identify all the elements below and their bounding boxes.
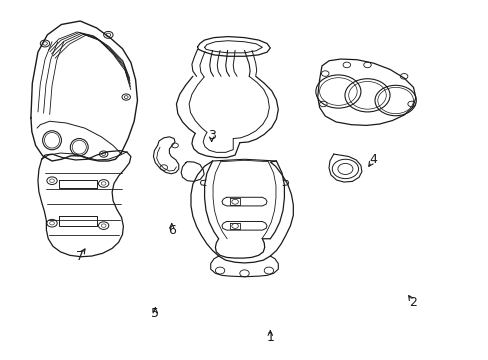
Text: 5: 5	[151, 307, 159, 320]
Text: 6: 6	[167, 224, 175, 237]
Text: 1: 1	[266, 331, 274, 344]
Text: 7: 7	[76, 249, 84, 262]
Text: 3: 3	[207, 129, 215, 141]
Text: 4: 4	[369, 153, 377, 166]
Text: 2: 2	[409, 296, 417, 309]
